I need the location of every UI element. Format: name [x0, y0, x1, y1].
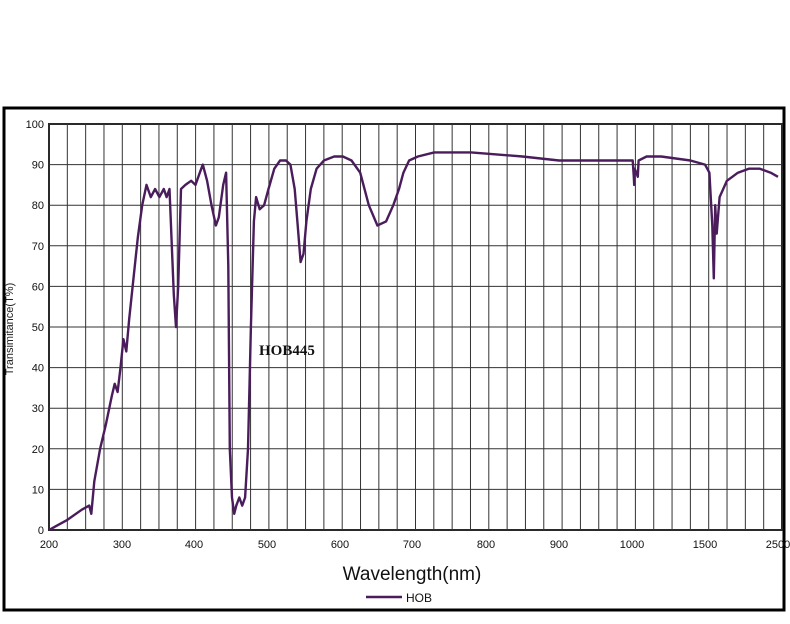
x-tick-label: 900: [550, 539, 568, 551]
grid: [48, 123, 783, 531]
y-tick-label: 100: [26, 119, 44, 131]
y-tick-label: 50: [32, 322, 44, 334]
series-line-hob: [48, 151, 779, 532]
y-tick-label: 0: [38, 525, 44, 537]
y-tick-label: 30: [32, 403, 44, 415]
y-tick-label: 10: [32, 484, 44, 496]
y-tick-label: 20: [32, 444, 44, 456]
x-tick-label: 600: [331, 539, 349, 551]
y-tick-label: 70: [32, 241, 44, 253]
y-tick-label: 60: [32, 281, 44, 293]
x-axis-ticks: 200 300 400 500 600 700 800 900 1000 1500 2500: [40, 539, 790, 551]
legend-label: HOB: [406, 591, 432, 605]
x-tick-label: 2500: [766, 539, 790, 551]
x-tick-label: 1000: [620, 539, 644, 551]
x-tick-label: 700: [403, 539, 421, 551]
x-axis-label: Wavelength(nm): [343, 564, 482, 585]
x-tick-label: 300: [113, 539, 131, 551]
chart-frame: [2, 106, 786, 612]
y-axis-label: Transimitance(T%): [4, 283, 16, 376]
y-tick-label: 40: [32, 363, 44, 375]
x-tick-label: 400: [185, 539, 203, 551]
y-axis-ticks: 0 10 20 30 40 50 60 70 80 90 100: [26, 119, 44, 537]
y-tick-label: 90: [32, 160, 44, 172]
x-tick-label: 800: [477, 539, 495, 551]
x-tick-label: 1500: [693, 539, 717, 551]
x-tick-label: 500: [258, 539, 276, 551]
x-tick-label: 200: [40, 539, 58, 551]
chart-annotation: HOB445: [259, 343, 315, 359]
y-tick-label: 80: [32, 200, 44, 212]
